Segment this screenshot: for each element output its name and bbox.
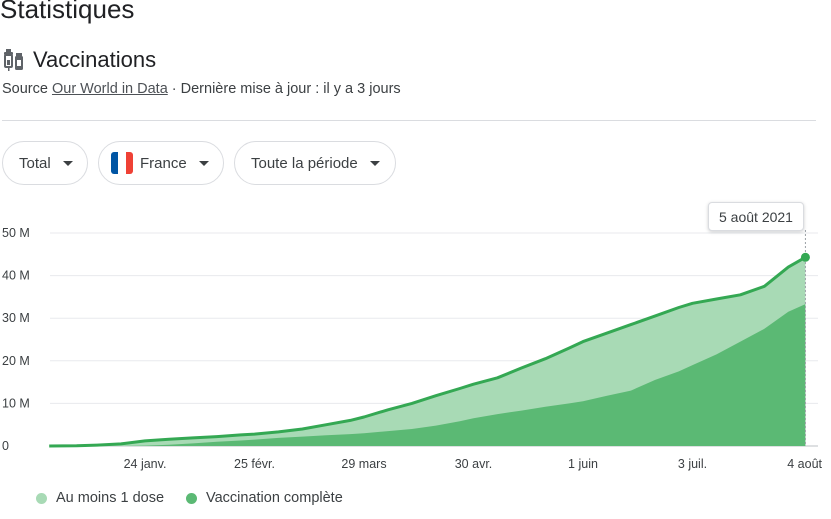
legend-item-dose1[interactable]: Au moins 1 dose bbox=[36, 490, 164, 506]
legend-dot-icon bbox=[36, 492, 47, 504]
x-tick-label: 25 févr. bbox=[234, 457, 275, 471]
legend-label: Au moins 1 dose bbox=[56, 490, 165, 506]
metric-dropdown-label: Total bbox=[19, 154, 51, 172]
update-info: · Dernière mise à jour : il y a 3 jours bbox=[167, 81, 401, 97]
y-tick-label: 50 M bbox=[2, 226, 30, 240]
y-tick-label: 10 M bbox=[2, 396, 30, 410]
france-flag-icon bbox=[111, 152, 133, 174]
section-title: Vaccinations bbox=[33, 47, 157, 72]
series-line-dose1 bbox=[49, 255, 807, 448]
y-tick-label: 40 M bbox=[2, 269, 30, 283]
chevron-down-icon bbox=[198, 160, 209, 166]
legend-label: Vaccination complète bbox=[206, 490, 343, 506]
chevron-down-icon bbox=[369, 160, 380, 166]
legend: Au moins 1 dose Vaccination complète bbox=[36, 490, 365, 506]
divider bbox=[2, 120, 816, 121]
y-tick-label: 30 M bbox=[2, 311, 30, 325]
source-line: Source Our World in Data · Dernière mise… bbox=[2, 81, 401, 97]
vaccinations-chart[interactable]: 0 10 M 20 M 30 M 40 M 50 M 24 janv. 25 févr. 29 … bbox=[0, 190, 831, 480]
y-tick-label: 20 M bbox=[2, 354, 30, 368]
chevron-down-icon bbox=[62, 160, 73, 166]
page-title: Statistiques bbox=[0, 0, 135, 24]
legend-dot-icon bbox=[186, 492, 198, 504]
country-dropdown[interactable]: France bbox=[98, 141, 224, 185]
vaccine-icon bbox=[4, 49, 23, 71]
metric-dropdown[interactable]: Total bbox=[2, 141, 88, 185]
series-area-full bbox=[49, 304, 806, 446]
country-dropdown-label: France bbox=[140, 154, 187, 172]
x-tick-label: 29 mars bbox=[341, 457, 386, 471]
x-tick-label: 1 juin bbox=[568, 457, 598, 471]
x-tick-label: 3 juil. bbox=[678, 457, 707, 471]
x-tick-label: 30 avr. bbox=[455, 457, 493, 471]
period-dropdown-label: Toute la période bbox=[251, 154, 358, 172]
highlight-point bbox=[800, 252, 810, 262]
period-dropdown[interactable]: Toute la période bbox=[234, 141, 396, 185]
x-tick-label: 24 janv. bbox=[124, 457, 167, 471]
tooltip: 5 août 2021 bbox=[708, 202, 804, 231]
legend-item-full[interactable]: Vaccination complète bbox=[186, 490, 343, 506]
source-prefix: Source bbox=[2, 81, 52, 97]
y-tick-label: 0 bbox=[2, 439, 9, 453]
vaccinations-header: Vaccinations bbox=[2, 44, 156, 76]
x-tick-label: 4 août bbox=[787, 457, 822, 471]
source-link[interactable]: Our World in Data bbox=[51, 81, 168, 97]
